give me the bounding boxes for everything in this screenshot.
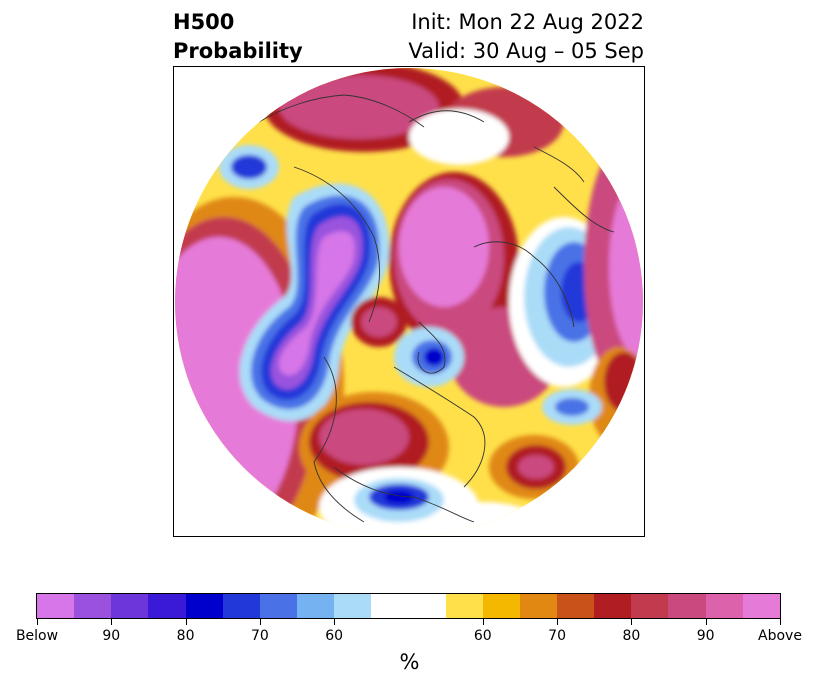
colorbar bbox=[36, 593, 781, 619]
colorbar-tick-label: 90 bbox=[696, 628, 715, 644]
colorbar-tick bbox=[557, 619, 559, 625]
colorbar-tick bbox=[482, 619, 484, 625]
anomaly-below-greenland bbox=[394, 327, 464, 387]
title-type: Probability bbox=[173, 39, 303, 63]
coastlines bbox=[258, 94, 615, 523]
colorbar-tick-label: 60 bbox=[473, 628, 492, 644]
colorbar-segment bbox=[594, 594, 632, 618]
anomaly-above-siberia bbox=[389, 172, 559, 407]
colorbar-segment bbox=[296, 594, 335, 618]
colorbar-segment bbox=[445, 594, 483, 618]
colorbar-segment bbox=[519, 594, 557, 618]
colorbar-segment bbox=[371, 594, 446, 618]
colorbar-tick-label: Below bbox=[15, 628, 59, 644]
colorbar-tick bbox=[111, 619, 113, 625]
colorbar-segment bbox=[74, 594, 112, 618]
colorbar-segment bbox=[185, 594, 223, 618]
colorbar-segment bbox=[222, 594, 260, 618]
colorbar-tick bbox=[259, 619, 261, 625]
colorbar-segment bbox=[482, 594, 520, 618]
title-variable: H500 bbox=[173, 10, 235, 34]
chart-title-left: H500 Probability bbox=[173, 8, 303, 66]
colorbar-tick bbox=[631, 619, 633, 625]
colorbar-segment bbox=[668, 594, 706, 618]
colorbar-tick-label: 90 bbox=[102, 628, 121, 644]
colorbar-segment bbox=[556, 594, 595, 618]
title-init-date: Init: Mon 22 Aug 2022 bbox=[411, 10, 644, 34]
colorbar-segment bbox=[334, 594, 372, 618]
colorbar-tick-label: Above bbox=[758, 628, 802, 644]
polar-map bbox=[175, 68, 643, 536]
colorbar-tick-label: 70 bbox=[250, 628, 269, 644]
colorbar-segment bbox=[742, 594, 780, 618]
colorbar-tick bbox=[780, 619, 781, 625]
chart-title-right: Init: Mon 22 Aug 2022 Valid: 30 Aug – 05… bbox=[408, 8, 644, 66]
colorbar-segment bbox=[705, 594, 743, 618]
colorbar-segment bbox=[631, 594, 669, 618]
anomaly-below-west-canada-alaska bbox=[239, 183, 390, 422]
colorbar-tick bbox=[185, 619, 187, 625]
colorbar-tick-label: 60 bbox=[325, 628, 344, 644]
colorbar-segment bbox=[148, 594, 186, 618]
colorbar-tick-label: 80 bbox=[622, 628, 641, 644]
colorbar-tick bbox=[334, 619, 336, 625]
anomaly-above-north-atlantic bbox=[489, 435, 579, 499]
title-valid-range: Valid: 30 Aug – 05 Sep bbox=[408, 39, 644, 63]
map-panel bbox=[173, 66, 645, 537]
colorbar-segment bbox=[259, 594, 297, 618]
colorbar-tick bbox=[37, 619, 38, 625]
colorbar-segment bbox=[37, 594, 75, 618]
colorbar-tick-label: 70 bbox=[548, 628, 567, 644]
colorbar-unit-label: % bbox=[399, 650, 420, 674]
colorbar-tick-label: 80 bbox=[176, 628, 195, 644]
colorbar-segment bbox=[111, 594, 149, 618]
colorbar-tick bbox=[705, 619, 707, 625]
